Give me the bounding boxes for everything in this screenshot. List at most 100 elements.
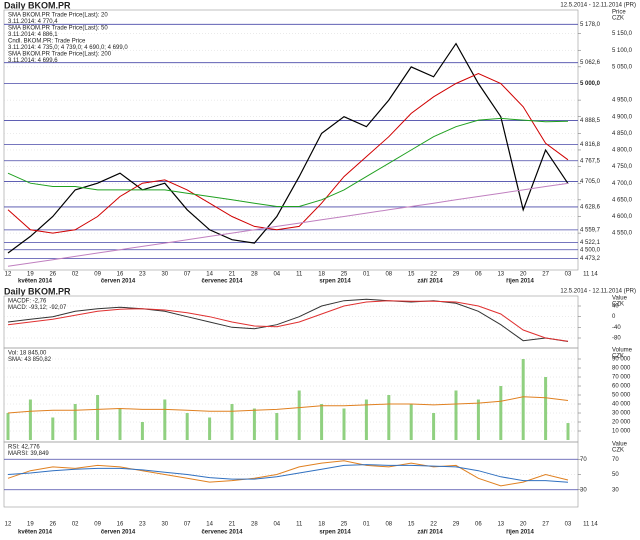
volume-bar (297, 390, 301, 440)
panel-frame (3, 9, 579, 271)
y-tick-label: 4 800,0 (612, 148, 633, 154)
month-label: srpen 2014 (319, 530, 351, 536)
x-tick-label: 11 14 (583, 522, 598, 528)
x-tick-label: 30 (161, 522, 168, 528)
level-label: 4 767,5 (580, 158, 601, 164)
date-range: 12.5.2014 - 12.11.2014 (PR) (560, 3, 636, 9)
y-tick-label: -80 (612, 336, 621, 342)
month-label: květen 2014 (18, 279, 53, 285)
volume-bar (230, 404, 234, 440)
month-label: září 2014 (417, 279, 443, 285)
legend-entry: Cndl. BKOM.PR: Trade Price (8, 39, 86, 45)
level-label: 70 (580, 457, 587, 463)
legend-entry: MACDF: -2,76 (8, 299, 47, 305)
volume-bar (140, 422, 144, 440)
volume-bar (51, 417, 55, 440)
month-label: květen 2014 (18, 530, 53, 536)
x-tick-label: 13 (497, 272, 504, 278)
x-tick-label: 18 (318, 272, 325, 278)
volume-bar (454, 390, 458, 440)
x-tick-label: 27 (542, 272, 549, 278)
month-label: září 2014 (417, 530, 443, 536)
y-tick-label: 50 (612, 472, 619, 478)
x-tick-label: 09 (94, 522, 101, 528)
x-tick-label: 26 (49, 272, 56, 278)
axis-title: Value (612, 296, 628, 302)
legend-entry: 3.11.2014: 4 735,0; 4 739,0; 4 690,0; 4 … (8, 45, 128, 51)
x-tick-label: 12 (5, 522, 12, 528)
volume-bar (544, 377, 548, 440)
x-tick-label: 08 (385, 272, 392, 278)
volume-bar (275, 413, 279, 440)
legend-entry: 3.11.2014: 4 770,4 (8, 19, 58, 25)
level-label: 4 705,0 (580, 179, 601, 185)
x-tick-label: 16 (117, 272, 124, 278)
volume-bar (476, 399, 480, 440)
y-tick-label: 50 000 (612, 393, 631, 399)
legend-entry: 3.11.2014: 4 699,6 (8, 58, 58, 64)
y-tick-label: 4 750,0 (612, 164, 633, 170)
y-tick-label: 5 050,0 (612, 64, 633, 70)
x-tick-label: 03 (565, 272, 572, 278)
level-label: 4 816,8 (580, 142, 601, 148)
level-label: 4 628,6 (580, 205, 601, 211)
volume-bar (6, 413, 10, 440)
y-tick-label: 40 000 (612, 402, 631, 408)
x-tick-label: 15 (408, 522, 415, 528)
x-tick-label: 02 (72, 522, 79, 528)
x-tick-label: 11 14 (583, 272, 598, 278)
date-range: 12.5.2014 - 12.11.2014 (PR) (560, 289, 636, 295)
volume-bar (208, 417, 212, 440)
axis-title: Volume (612, 348, 633, 354)
y-tick-label: 4 550,0 (612, 231, 633, 237)
x-tick-label: 21 (229, 272, 236, 278)
volume-bar (96, 395, 100, 440)
x-tick-label: 15 (408, 272, 415, 278)
volume-bar (163, 399, 167, 440)
series-line (7, 117, 569, 207)
x-tick-label: 01 (363, 272, 370, 278)
x-tick-label: 03 (565, 522, 572, 528)
x-tick-label: 08 (385, 522, 392, 528)
y-tick-label: 4 700,0 (612, 181, 633, 187)
y-tick-label: 70 000 (612, 375, 631, 381)
y-tick-label: 4 600,0 (612, 214, 633, 220)
volume-bar (566, 423, 570, 440)
volume-bar (118, 408, 122, 440)
x-tick-label: 11 (296, 522, 303, 528)
x-tick-label: 29 (453, 522, 460, 528)
y-tick-label: 20 000 (612, 420, 631, 426)
x-tick-label: 04 (273, 522, 280, 528)
legend-entry: SMA: 43 850,82 (8, 357, 52, 363)
x-tick-label: 06 (475, 522, 482, 528)
volume-bar (28, 399, 32, 440)
x-tick-label: 22 (430, 522, 437, 528)
legend-entry: RSI: 42,776 (8, 445, 40, 451)
month-label: říjen 2014 (506, 279, 534, 285)
month-label: červen 2014 (101, 530, 136, 536)
y-tick-label: 30 000 (612, 411, 631, 417)
chart-title: Daily BKOM.PR (4, 0, 71, 10)
x-tick-label: 14 (206, 272, 213, 278)
y-tick-label: 90 000 (612, 357, 631, 363)
x-tick-label: 04 (273, 272, 280, 278)
y-tick-label: 4 650,0 (612, 197, 633, 203)
x-tick-label: 22 (430, 272, 437, 278)
level-label: 4 559,7 (580, 227, 601, 233)
volume-bar (432, 413, 436, 440)
month-label: červenec 2014 (201, 279, 243, 285)
month-label: srpen 2014 (319, 279, 351, 285)
axis-title: CZK (612, 16, 624, 22)
y-tick-label: 5 150,0 (612, 31, 633, 37)
y-tick-label: 0 (612, 314, 616, 320)
level-label: 5 000,0 (580, 81, 601, 87)
x-tick-label: 02 (72, 272, 79, 278)
legend-entry: 3.11.2014: 4 886,1 (8, 32, 58, 38)
x-tick-label: 18 (318, 522, 325, 528)
series-line (7, 72, 569, 234)
x-tick-label: 28 (251, 272, 258, 278)
y-tick-label: 60 000 (612, 384, 631, 390)
legend-entry: MARSI: 39,849 (8, 451, 49, 457)
x-tick-label: 23 (139, 272, 146, 278)
x-tick-label: 25 (341, 522, 348, 528)
